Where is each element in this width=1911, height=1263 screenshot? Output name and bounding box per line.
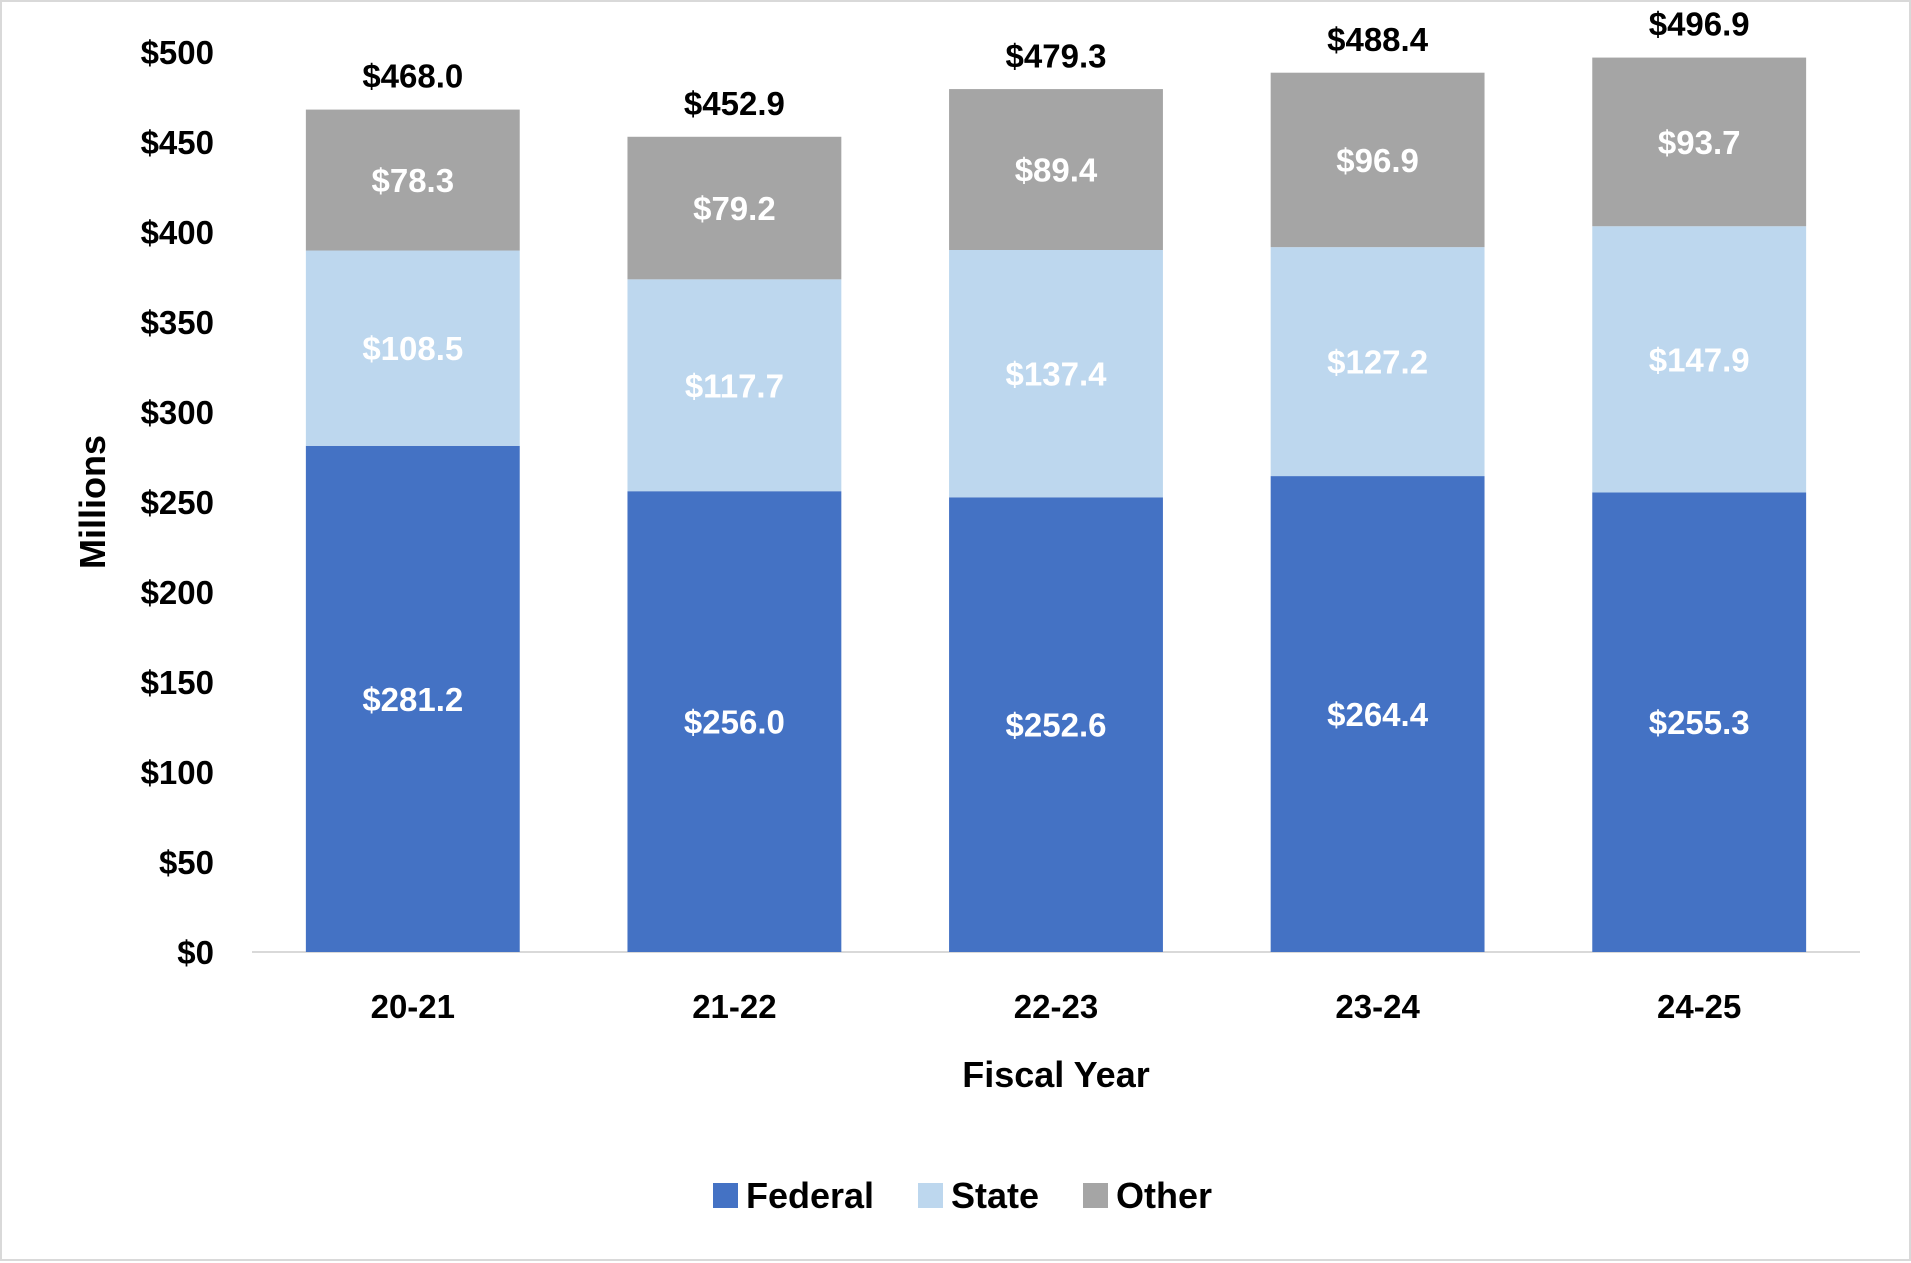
y-tick-label: $350 — [141, 304, 214, 341]
legend-label-federal: Federal — [746, 1175, 874, 1216]
total-label: $468.0 — [362, 58, 463, 95]
y-tick-label: $250 — [141, 484, 214, 521]
bar-other-24-25 — [1592, 57, 1807, 227]
bars: $281.2 $108.5 $78.3 $468.0 $256.0 $117.7 $79.2… — [305, 6, 1807, 952]
y-tick-label: $150 — [141, 664, 214, 701]
bar-other-21-22 — [627, 136, 842, 280]
total-label: $496.9 — [1649, 6, 1750, 43]
data-label-state: $147.9 — [1649, 341, 1750, 378]
y-axis-title: Millions — [72, 435, 113, 569]
x-tick-label: 21-22 — [692, 988, 776, 1025]
x-axis-title: Fiscal Year — [962, 1054, 1150, 1095]
data-label-state: $127.2 — [1327, 344, 1428, 381]
total-label: $479.3 — [1006, 37, 1107, 74]
y-tick-label: $200 — [141, 574, 214, 611]
data-label-other: $78.3 — [372, 162, 455, 199]
data-label-state: $137.4 — [1006, 356, 1108, 393]
total-label: $452.9 — [684, 85, 785, 122]
data-label-federal: $264.4 — [1327, 696, 1429, 733]
x-tick-label: 23-24 — [1335, 988, 1420, 1025]
x-tick-label: 22-23 — [1014, 988, 1098, 1025]
y-axis-ticks: $0 $50 $100 $150 $200 $250 $300 $350 $400 $450 $50… — [141, 34, 214, 971]
bar-federal-22-23 — [949, 497, 1163, 952]
legend-swatch-federal — [713, 1183, 738, 1208]
data-label-federal: $255.3 — [1649, 704, 1750, 741]
bar-federal-23-24 — [1270, 476, 1485, 952]
bar-federal-21-22 — [627, 491, 842, 952]
data-label-state: $108.5 — [362, 330, 463, 367]
data-label-other: $93.7 — [1658, 124, 1741, 161]
bar-state-22-23 — [949, 250, 1163, 498]
x-axis-ticks: 20-21 21-22 22-23 23-24 24-25 — [371, 988, 1742, 1025]
y-tick-label: $450 — [141, 124, 214, 161]
bar-other-23-24 — [1270, 72, 1485, 248]
data-label-other: $96.9 — [1336, 142, 1419, 179]
legend: Federal State Other — [713, 1175, 1212, 1216]
y-tick-label: $50 — [159, 844, 214, 881]
x-tick-label: 24-25 — [1657, 988, 1741, 1025]
y-tick-label: $300 — [141, 394, 214, 431]
y-tick-label: $500 — [141, 34, 214, 71]
y-tick-label: $400 — [141, 214, 214, 251]
y-tick-label: $100 — [141, 754, 214, 791]
data-label-federal: $252.6 — [1006, 707, 1107, 744]
data-label-federal: $281.2 — [362, 681, 463, 718]
legend-swatch-other — [1083, 1183, 1108, 1208]
legend-label-other: Other — [1116, 1175, 1212, 1216]
bar-other-22-23 — [949, 89, 1163, 250]
data-label-federal: $256.0 — [684, 704, 785, 741]
y-tick-label: $0 — [177, 934, 214, 971]
bar-federal-20-21 — [305, 445, 520, 952]
bar-state-21-22 — [627, 279, 842, 492]
bar-state-20-21 — [305, 250, 520, 446]
bar-other-20-21 — [305, 109, 520, 251]
legend-swatch-state — [918, 1183, 943, 1208]
data-label-other: $79.2 — [693, 190, 776, 227]
x-tick-label: 20-21 — [371, 988, 455, 1025]
bar-state-24-25 — [1592, 226, 1807, 493]
legend-label-state: State — [951, 1175, 1039, 1216]
data-label-state: $117.7 — [685, 367, 784, 404]
total-label: $488.4 — [1327, 21, 1429, 58]
bar-federal-24-25 — [1592, 492, 1807, 952]
bar-state-23-24 — [1270, 247, 1485, 477]
data-label-other: $89.4 — [1015, 152, 1098, 189]
